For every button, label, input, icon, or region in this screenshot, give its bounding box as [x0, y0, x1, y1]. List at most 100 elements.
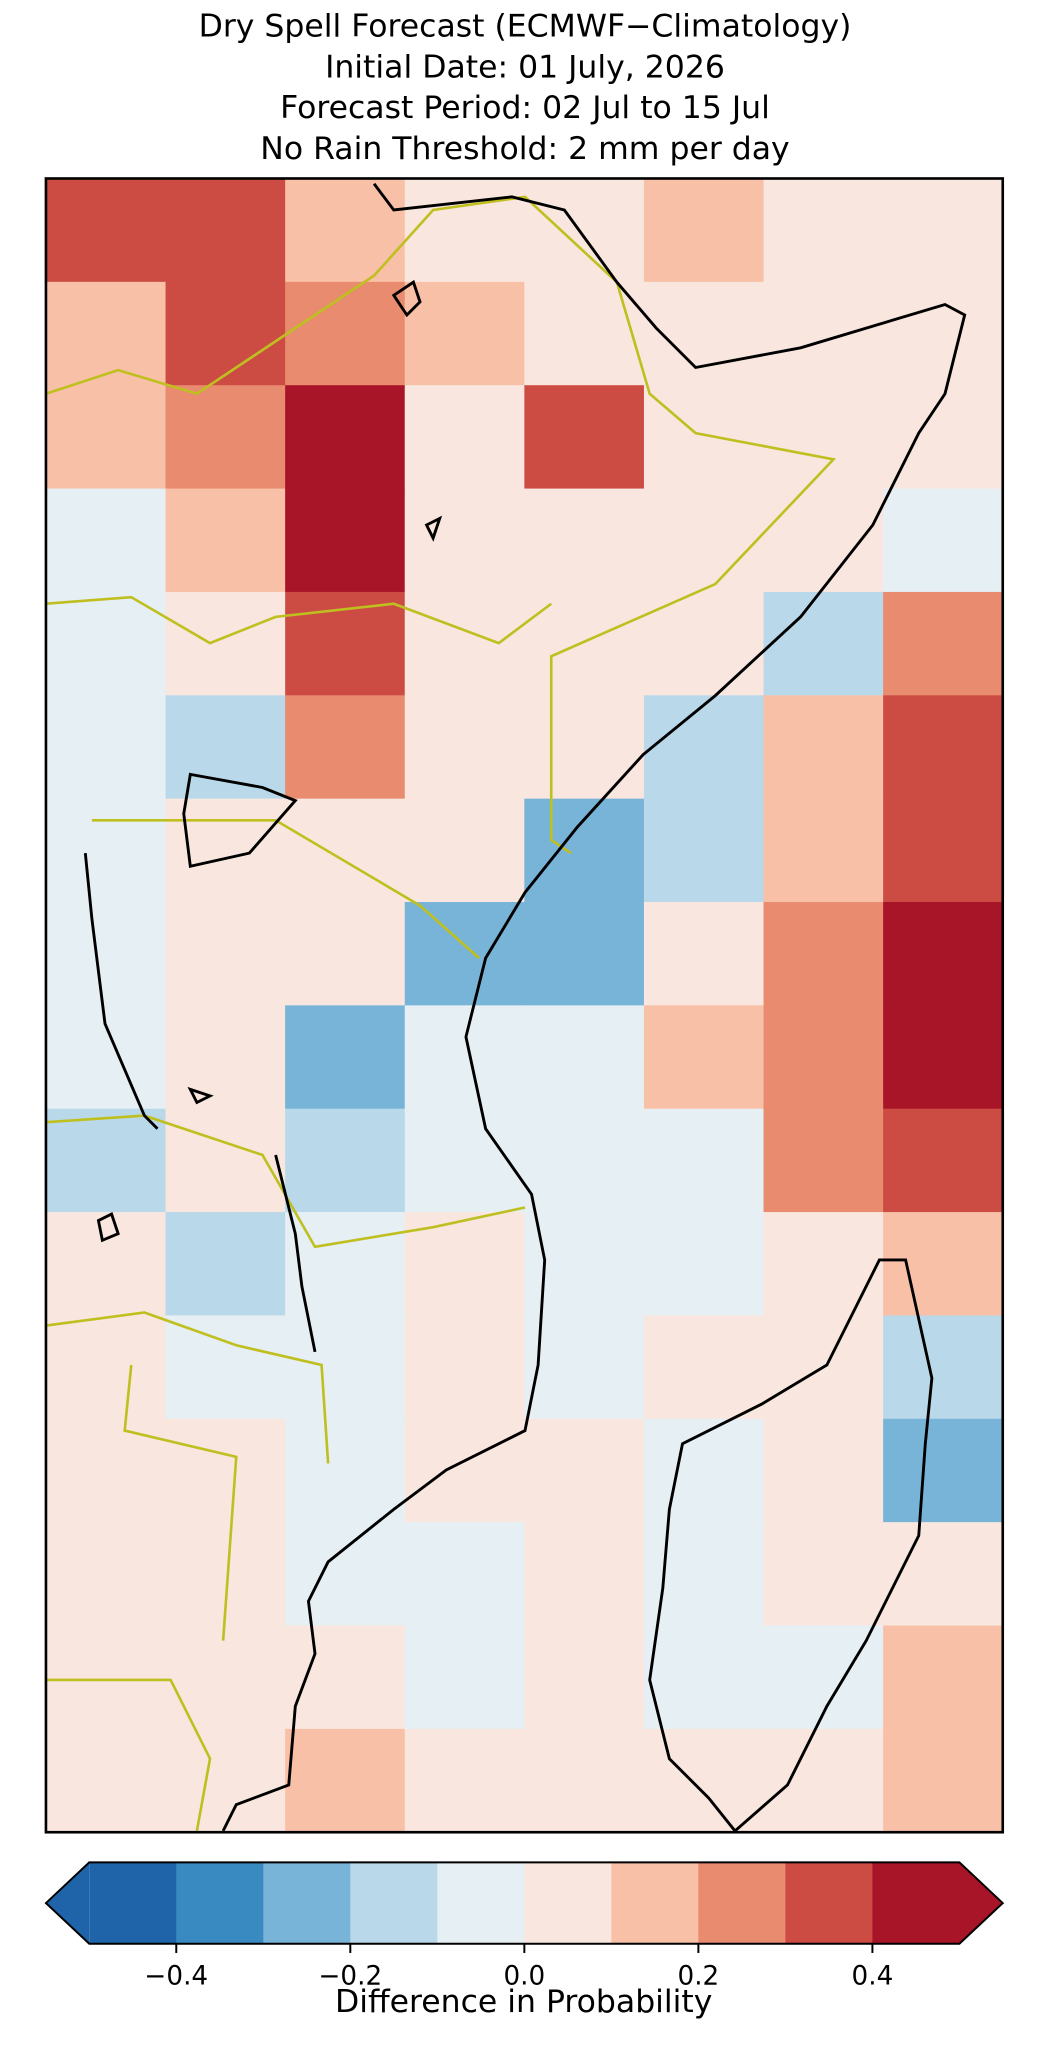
- cell: [524, 178, 645, 283]
- cell: [285, 385, 406, 490]
- colorbar-segment: [524, 1862, 613, 1944]
- cell: [285, 1728, 406, 1833]
- cell: [45, 1418, 167, 1523]
- cell: [45, 1728, 167, 1833]
- cell: [165, 901, 286, 1007]
- cell: [45, 798, 167, 903]
- cell: [165, 488, 286, 593]
- cell: [883, 1005, 1004, 1110]
- borders: [45, 195, 837, 1832]
- colorbar-extend: [959, 1862, 1003, 1944]
- cell: [404, 281, 525, 386]
- cell: [524, 1005, 645, 1110]
- cell: [643, 385, 765, 490]
- cell: [404, 488, 525, 593]
- cell: [524, 1315, 645, 1420]
- coastline: [274, 1154, 317, 1353]
- colorbar: −0.4 −0.2 0.0 0.2 0.4 Difference in Probabili…: [44, 1861, 1005, 2020]
- map-frame: [44, 177, 1005, 1834]
- cell: [524, 1108, 645, 1213]
- cell: [45, 1522, 167, 1627]
- cell: [763, 901, 884, 1007]
- coastline: [83, 279, 443, 1130]
- cell: [285, 178, 406, 283]
- cell: [883, 798, 1004, 903]
- border: [45, 1114, 526, 1249]
- cell: [763, 1108, 884, 1213]
- colorbar-segment: [89, 1862, 177, 1944]
- cell: [524, 1522, 645, 1627]
- cell: [45, 1212, 167, 1317]
- coastline: [648, 1258, 934, 1833]
- cell: [165, 1418, 286, 1523]
- colorbar-segment: [176, 1862, 264, 1944]
- cell: [45, 488, 167, 593]
- cell: [643, 1315, 765, 1420]
- cell: [45, 1625, 167, 1730]
- cell: [524, 488, 645, 593]
- cell: [404, 1005, 525, 1110]
- cell: [763, 385, 884, 490]
- cell: [165, 695, 286, 800]
- cell: [524, 695, 645, 800]
- border: [45, 1311, 330, 1464]
- cell: [285, 488, 406, 593]
- colorbar-tick-label: 0.4: [852, 1961, 894, 1991]
- cell: [165, 385, 286, 490]
- cell: [45, 901, 167, 1007]
- cell: [45, 695, 167, 800]
- cell: [524, 1625, 645, 1730]
- cell: [763, 695, 884, 800]
- cell: [763, 281, 884, 386]
- cell: [524, 1728, 645, 1833]
- border: [45, 1678, 212, 1832]
- coastlines: [83, 182, 967, 1833]
- cell: [763, 1418, 884, 1523]
- border: [45, 595, 553, 645]
- cell: [404, 1108, 525, 1213]
- cell: [883, 281, 1004, 386]
- cell: [643, 1418, 765, 1523]
- cell: [404, 798, 525, 903]
- cell: [165, 1108, 286, 1213]
- cell: [643, 591, 765, 696]
- cell: [883, 488, 1004, 593]
- cell: [883, 695, 1004, 800]
- cell: [45, 385, 167, 490]
- colorbar-tick-label: −0.4: [144, 1961, 208, 1991]
- cell: [763, 1728, 884, 1833]
- cell: [763, 591, 884, 696]
- colorbar-label: Difference in Probability: [335, 1984, 712, 2020]
- cell: [524, 385, 645, 490]
- title-line: Initial Date: 01 July, 2026: [325, 49, 725, 85]
- colorbar-segment: [437, 1862, 525, 1944]
- colorbar-tick-label: −0.2: [318, 1961, 382, 1991]
- cell: [165, 1212, 286, 1317]
- cell: [165, 1005, 286, 1110]
- colorbar-segment: [785, 1862, 874, 1944]
- cell: [643, 798, 765, 903]
- colorbar-segment: [350, 1862, 438, 1944]
- cell: [643, 901, 765, 1007]
- cell: [404, 178, 525, 283]
- cell: [883, 1728, 1004, 1833]
- cell: [285, 1418, 406, 1523]
- border: [123, 1364, 238, 1641]
- cell: [165, 178, 286, 283]
- coastline: [221, 182, 967, 1832]
- cell: [165, 281, 286, 386]
- cell: [883, 1418, 1004, 1523]
- cell: [643, 695, 765, 800]
- cell: [763, 1005, 884, 1110]
- cell: [404, 591, 525, 696]
- cell: [524, 591, 645, 696]
- cell: [883, 1315, 1004, 1420]
- cell: [45, 1108, 167, 1213]
- cell: [643, 1625, 765, 1730]
- cell: [643, 178, 765, 283]
- cell: [285, 695, 406, 800]
- cell: [643, 1212, 765, 1317]
- cell: [883, 591, 1004, 696]
- cell: [763, 488, 884, 593]
